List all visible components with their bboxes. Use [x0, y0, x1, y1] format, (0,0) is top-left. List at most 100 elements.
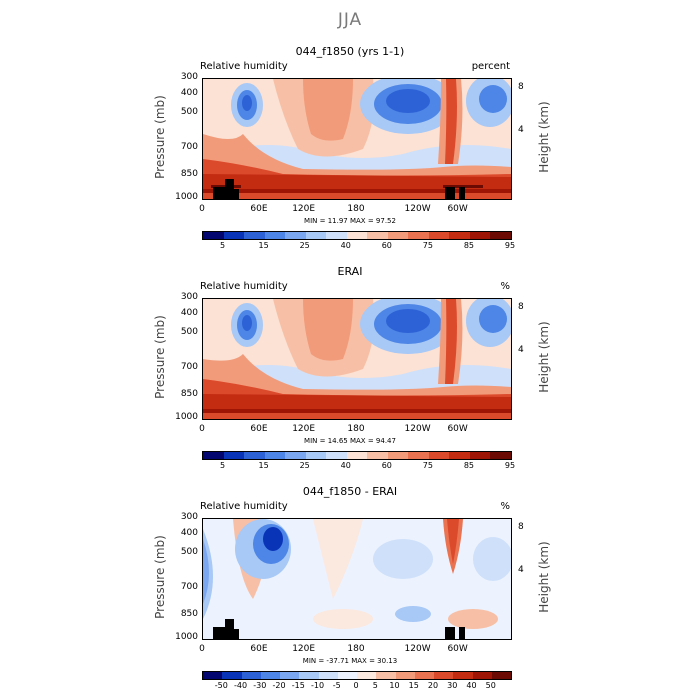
colorbar-swatch [285, 452, 306, 459]
pressure-tick-label: 850 [180, 169, 198, 180]
colorbar-swatch [414, 672, 434, 679]
pressure-tick-label: 500 [180, 107, 198, 118]
y-axis-label-right: Height (km) [537, 321, 551, 393]
x-tick-label: 0 [199, 644, 205, 654]
panel-title: 044_f1850 (yrs 1-1) [295, 45, 405, 58]
height-tick-label: 8 [518, 301, 524, 312]
colorbar-label: -20 [272, 681, 286, 690]
x-tick-label: 0 [199, 204, 205, 214]
colorbar-swatch [469, 232, 491, 239]
pressure-tick-label: 300 [180, 72, 198, 82]
colorbar-swatch [367, 452, 388, 459]
colorbar-label: 15 [258, 461, 269, 470]
contour-field [203, 519, 511, 639]
x-tick-label: 120E [292, 644, 316, 654]
x-tick-label: 60W [447, 644, 468, 654]
height-tick-label: 8 [518, 521, 524, 532]
pressure-tick-label: 1000 [175, 192, 198, 202]
pressure-tick-label: 400 [180, 308, 198, 319]
colorbar-swatch [449, 232, 470, 239]
y-axis-label-right: Height (km) [537, 541, 551, 613]
units-label: % [500, 281, 510, 292]
pressure-tick-label: 850 [180, 389, 198, 400]
colorbar-swatch [264, 232, 286, 239]
colorbar-label: 40 [340, 241, 351, 250]
height-tick-label: 4 [518, 124, 524, 135]
colorbar-labels: 5 15 25 40 60 75 85 95 [202, 241, 515, 251]
colorbar-swatch [491, 672, 511, 679]
x-tick-label: 60E [250, 204, 268, 214]
colorbar-label: 5 [219, 461, 226, 470]
x-tick-label: 180 [347, 204, 365, 214]
colorbar-swatch [318, 672, 338, 679]
colorbar-swatch [223, 232, 245, 239]
colorbar-swatch [472, 672, 492, 679]
colorbar-label: 95 [504, 241, 516, 250]
topography-mask-2 [213, 619, 465, 639]
colorbar-label: 95 [504, 461, 516, 470]
units-label: percent [471, 61, 510, 72]
colorbar-swatch [428, 232, 450, 239]
colorbar-label: 20 [427, 681, 439, 690]
x-tick-label: 0 [199, 424, 205, 434]
contour-field [203, 299, 511, 419]
colorbar-swatch [244, 232, 265, 239]
colorbar-label: 75 [422, 461, 433, 470]
colorbar-swatch [346, 452, 368, 459]
height-tick-label: 8 [518, 81, 524, 92]
colorbar-swatch [434, 672, 454, 679]
colorbar-swatch [203, 452, 224, 459]
pressure-tick-label: 400 [180, 528, 198, 539]
variable-label: Relative humidity [200, 501, 288, 512]
colorbar-label: 25 [299, 241, 310, 250]
colorbar-swatch [387, 232, 409, 239]
contour-plot [202, 518, 512, 640]
colorbar-label: 10 [389, 681, 400, 690]
x-tick-label: 120E [292, 204, 316, 214]
colorbar-swatch [203, 232, 224, 239]
colorbar-label: -40 [233, 681, 248, 690]
colorbar-label: 40 [466, 681, 477, 690]
pressure-tick-label: 700 [180, 362, 198, 373]
variable-label: Relative humidity [200, 281, 288, 292]
colorbar-swatch [203, 672, 223, 679]
min-max-stats: MIN = 14.65 MAX = 94.47 [304, 437, 396, 445]
pressure-tick-label: 700 [180, 142, 198, 153]
units-label: % [500, 501, 510, 512]
colorbar-swatch [264, 452, 286, 459]
y-axis-label: Pressure (mb) [153, 95, 167, 179]
topography-mask-0 [213, 179, 465, 199]
pressure-tick-label: 400 [180, 88, 198, 99]
pressure-tick-label: 700 [180, 582, 198, 593]
colorbar-swatch [280, 672, 300, 679]
variable-label: Relative humidity [200, 61, 288, 72]
colorbar-label: -5 [332, 681, 341, 690]
colorbar-swatch [299, 672, 319, 679]
colorbar-swatch [326, 232, 347, 239]
colorbar-swatch [453, 672, 473, 679]
colorbar-label: 60 [381, 241, 392, 250]
colorbar-label: -30 [253, 681, 267, 690]
colorbar-swatch [222, 672, 242, 679]
colorbar-swatch [305, 452, 327, 459]
colorbar-label: 75 [422, 241, 433, 250]
pressure-tick-label: 300 [180, 292, 198, 302]
colorbar-labels: 5 15 25 40 60 75 85 95 [202, 461, 515, 471]
pressure-tick-label: 500 [180, 547, 198, 558]
colorbar-label: 30 [447, 681, 458, 690]
colorbar-label: 85 [463, 241, 475, 250]
pressure-tick-label: 1000 [175, 412, 198, 422]
colorbar-label: 0 [353, 681, 359, 690]
x-tick-label: 60W [447, 424, 468, 434]
contour-plot [202, 298, 512, 420]
x-tick-label: 120E [292, 424, 316, 434]
colorbar-swatch [490, 452, 511, 459]
colorbar-label: -10 [310, 681, 325, 690]
colorbar-swatch [241, 672, 261, 679]
colorbar-label: 25 [299, 461, 310, 470]
colorbar-swatch [244, 452, 265, 459]
pressure-tick-label: 300 [180, 512, 198, 522]
colorbar-swatch [408, 232, 429, 239]
colorbar-swatch [395, 672, 415, 679]
pressure-tick-label: 1000 [175, 632, 198, 642]
